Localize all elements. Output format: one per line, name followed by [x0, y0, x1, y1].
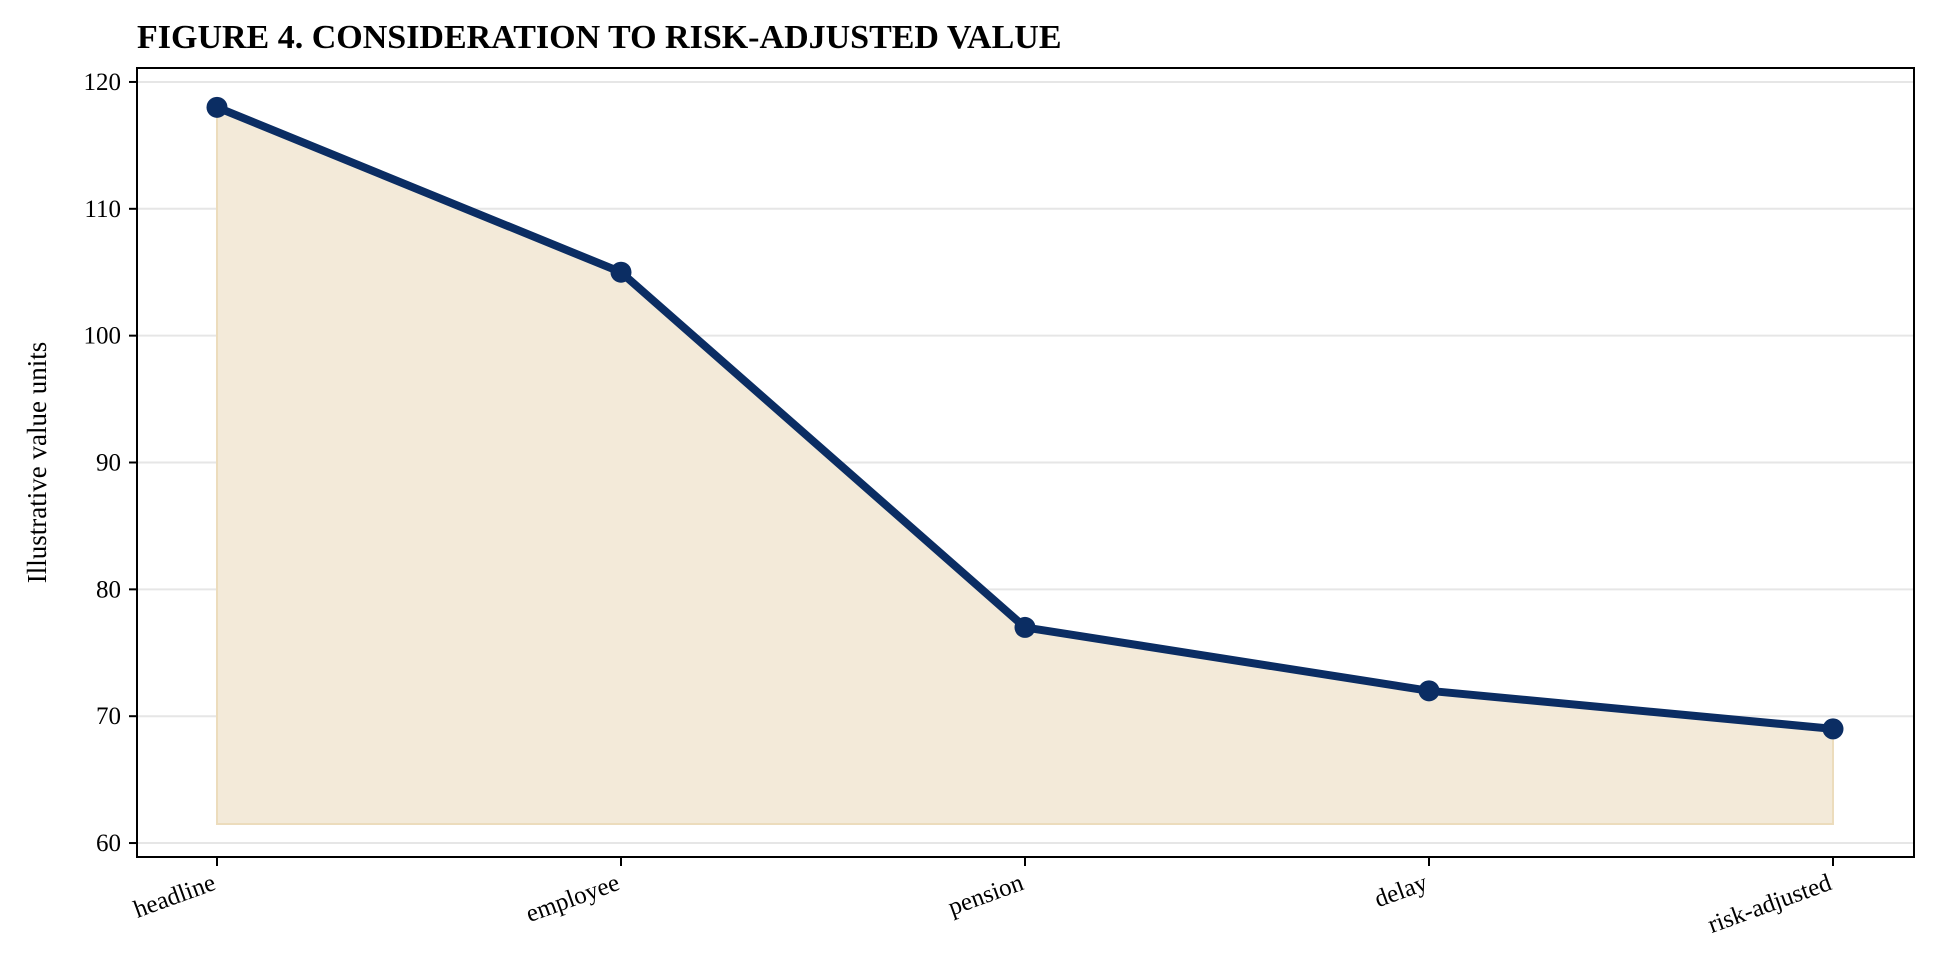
area-fill: [216, 105, 1834, 826]
y-tick-label-100: 100: [84, 323, 122, 350]
y-tick-label-60: 60: [96, 830, 121, 857]
x-tick-label-pension: pension: [945, 869, 1028, 921]
data-point-headline: [206, 96, 228, 118]
x-tick-label-employee: employee: [522, 869, 623, 928]
x-axis-ticks: headline employee pension delay risk-adjuste…: [130, 857, 1836, 939]
marker-layer: [206, 96, 1844, 740]
data-point-employee: [610, 261, 632, 283]
y-tick-label-120: 120: [84, 69, 122, 96]
y-axis-label: Illustrative value units: [22, 342, 52, 583]
x-tick-label-risk-adjusted: risk-adjusted: [1704, 869, 1835, 939]
y-tick-label-110: 110: [84, 196, 121, 223]
x-tick-label-headline: headline: [130, 869, 219, 923]
x-tick-label-delay: delay: [1371, 869, 1432, 913]
y-tick-label-70: 70: [96, 703, 121, 730]
data-point-pension: [1014, 616, 1036, 638]
chart-title: FIGURE 4. CONSIDERATION TO RISK-ADJUSTED…: [137, 19, 1062, 56]
y-axis-ticks: 60 70 80 90 100 110 120: [84, 69, 137, 857]
y-tick-label-80: 80: [96, 576, 121, 603]
data-point-risk-adjusted: [1822, 718, 1844, 740]
y-tick-label-90: 90: [96, 450, 121, 477]
area-fill-layer: [216, 105, 1834, 826]
data-point-delay: [1418, 680, 1440, 702]
